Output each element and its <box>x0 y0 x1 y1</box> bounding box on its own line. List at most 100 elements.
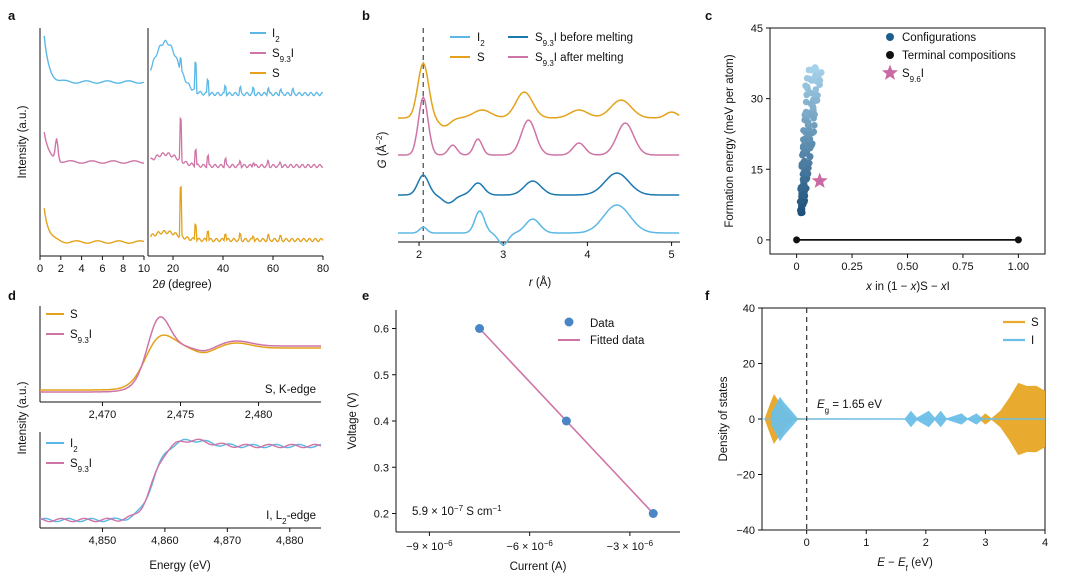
config-point <box>803 75 811 82</box>
tick-label-b: 4 <box>584 249 590 261</box>
xlabel-c: x in (1 − x)S − xI <box>865 281 950 293</box>
legend-label-a: S <box>272 68 280 80</box>
legend-label-a: S9.3I <box>272 48 294 64</box>
config-point <box>805 131 812 138</box>
tick-label-c-y: 0 <box>757 235 763 247</box>
legend-label-b: S9.3I after melting <box>535 52 623 68</box>
legend-label-a: I2 <box>272 28 280 44</box>
line-a-left-S9.3I <box>43 131 145 164</box>
panel-label-e: e <box>362 288 369 303</box>
legend-label-terminal: Terminal compositions <box>902 50 1016 62</box>
line-b-S9.3I after melting <box>398 95 680 156</box>
tick-label-c-y: 30 <box>751 94 763 106</box>
config-point <box>799 151 806 159</box>
line-a-right-S <box>149 185 324 243</box>
tick-label-a-left: 10 <box>138 263 150 275</box>
line-a-left-S <box>43 208 145 244</box>
data-point-e <box>648 509 658 518</box>
legend-label-star: S9.6I <box>902 68 924 84</box>
tick-label-b: 2 <box>416 249 422 261</box>
line-b-S9.3I before melting <box>398 172 680 204</box>
xlabel-a: 2θ (degree) <box>152 279 211 291</box>
tick-label-e-y: 0.2 <box>374 509 389 521</box>
edge-label-d-top: S, K-edge <box>265 384 316 396</box>
tick-label-d-bottom: 4,880 <box>276 535 304 547</box>
tick-label-d-top: 2,470 <box>89 409 117 421</box>
ylabel-f: Density of states <box>718 376 730 461</box>
tick-label-f-x: 2 <box>923 537 929 549</box>
line-a-left-I2 <box>43 35 145 84</box>
tick-label-a-right: 20 <box>167 263 179 275</box>
legend-label-b: S9.3I before melting <box>535 32 633 48</box>
tick-label-a-right: 40 <box>217 263 229 275</box>
config-point <box>816 77 824 84</box>
data-point-e <box>475 324 485 333</box>
legend-marker-data <box>564 317 574 327</box>
config-point <box>812 72 819 79</box>
tick-label-f-y: −40 <box>736 525 755 537</box>
config-point <box>811 122 818 129</box>
legend-label-d-top: S9.3I <box>70 329 92 345</box>
legend-marker-config <box>886 33 894 41</box>
config-point <box>799 192 806 199</box>
terminal-point <box>1014 236 1022 244</box>
chart-d: 2,470 2,475 2,480 S S9.3I S, K-edge 4,850 4,860… <box>17 306 322 572</box>
line-b-I2 <box>398 204 680 246</box>
config-point <box>801 176 809 183</box>
ylabel-d: Intensity (a.u.) <box>17 381 29 454</box>
tick-label-a-right: 80 <box>317 263 329 275</box>
panel-label-d: d <box>8 288 16 303</box>
line-d-bottom-S9.3I <box>39 438 322 523</box>
tick-label-f-x: 4 <box>1042 537 1048 549</box>
config-point <box>810 114 817 122</box>
ylabel-a: Intensity (a.u.) <box>17 105 29 178</box>
chart-f: 0 1 2 3 4 −40 −20 0 20 40 Eg = 1.65 eV SI Density of… <box>718 303 1048 573</box>
tick-label-c-x: 0.50 <box>897 261 918 273</box>
legend-label-f: S <box>1031 317 1039 329</box>
data-point-e <box>561 416 571 426</box>
tick-label-c-x: 0 <box>794 261 800 273</box>
config-point <box>806 153 814 161</box>
legend-label-data: Data <box>590 318 615 330</box>
ylabel-c: Formation energy (meV per atom) <box>724 54 736 227</box>
tick-label-e-y: 0.6 <box>374 324 389 336</box>
star-point <box>811 172 828 188</box>
tick-label-e-x: −6 × 10−6 <box>506 539 553 554</box>
config-point <box>812 65 820 73</box>
tick-label-a-left: 2 <box>58 263 64 275</box>
tick-label-e-x: −3 × 10−6 <box>607 539 654 554</box>
legend-marker-terminal <box>886 51 894 59</box>
tick-label-c-y: 15 <box>751 164 763 176</box>
config-point <box>801 160 808 168</box>
tick-label-a-right: 60 <box>267 263 279 275</box>
legend-label-config: Configurations <box>902 32 976 44</box>
panel-label-a: a <box>8 8 16 23</box>
config-point <box>802 169 809 176</box>
config-point <box>802 82 809 90</box>
legend-label-d-bottom: S9.3I <box>70 458 92 474</box>
line-b-S <box>398 61 680 127</box>
xlabel-d: Energy (eV) <box>149 560 211 572</box>
tick-label-b: 3 <box>500 249 506 261</box>
config-point <box>811 91 818 99</box>
chart-c: 0 0.25 0.50 0.75 1.00 0 15 30 45 Formation energy… <box>724 23 1046 293</box>
tick-label-d-bottom: 4,860 <box>151 535 179 547</box>
tick-label-c-y: 45 <box>751 23 763 35</box>
config-point <box>799 144 807 151</box>
config-point <box>804 118 812 126</box>
tick-label-e-y: 0.4 <box>374 416 389 428</box>
gap-label-f: Eg = 1.65 eV <box>817 399 882 415</box>
legend-label-d-bottom: I2 <box>70 438 78 454</box>
tick-label-d-top: 2,480 <box>245 409 273 421</box>
tick-label-e-y: 0.5 <box>374 370 389 382</box>
ylabel-b: G (Å−2) <box>375 132 390 169</box>
config-point <box>807 142 815 150</box>
edge-label-d-bottom: I, L2-edge <box>266 510 316 526</box>
config-point <box>802 108 810 116</box>
xlabel-b: r (Å) <box>529 276 552 289</box>
annotation-e: 5.9 × 10−7 S cm−1 <box>412 504 502 519</box>
tick-label-f-y: 20 <box>743 359 755 371</box>
tick-label-f-y: 0 <box>749 414 755 426</box>
tick-label-e-y: 0.3 <box>374 462 389 474</box>
